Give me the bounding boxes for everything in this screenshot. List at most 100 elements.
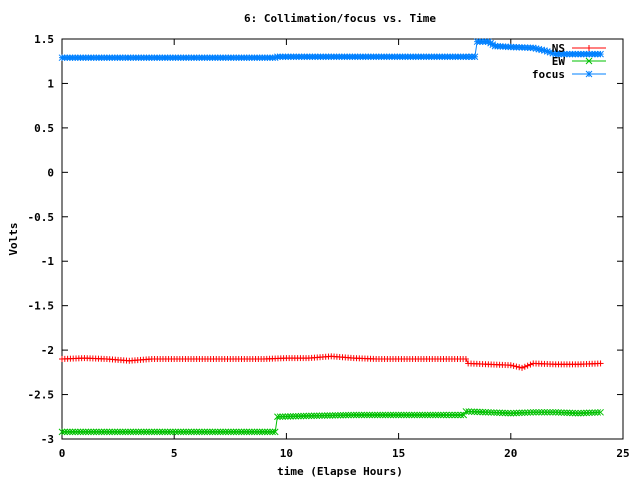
data-point: [566, 409, 574, 417]
y-tick-label: -0.5: [28, 211, 55, 224]
y-tick-label: -1.5: [28, 300, 55, 313]
data-point: [158, 428, 166, 436]
data-point: [532, 408, 540, 416]
plot-frame: [61, 38, 624, 440]
data-point: [214, 428, 222, 436]
data-point: [185, 428, 193, 436]
data-point: [87, 428, 95, 436]
data-point: [560, 409, 568, 417]
data-point: [198, 428, 206, 436]
data-point: [145, 428, 153, 436]
data-point: [482, 408, 489, 416]
data-point: [524, 362, 531, 369]
data-point: [376, 411, 384, 419]
data-point: [103, 428, 111, 436]
data-point: [451, 411, 459, 419]
data-point: [594, 409, 602, 416]
data-point: [371, 411, 379, 419]
data-point: [329, 412, 336, 419]
data-point: [513, 409, 520, 417]
data-point: [588, 409, 596, 417]
data-point: [156, 428, 164, 436]
data-point: [331, 412, 339, 419]
data-point: [305, 412, 313, 420]
data-point: [148, 428, 156, 436]
data-point: [395, 411, 402, 419]
data-point: [114, 428, 121, 436]
data-point: [541, 408, 548, 416]
data-point: [353, 411, 360, 419]
data-point: [339, 411, 347, 419]
data-point: [392, 411, 400, 419]
data-point: [256, 428, 263, 436]
data-point: [243, 428, 251, 436]
data-point: [211, 428, 219, 436]
data-point: [124, 428, 132, 436]
data-point: [302, 412, 310, 420]
data-point: [137, 428, 145, 436]
data-point: [323, 412, 331, 419]
x-axis-label: time (Elapse Hours): [277, 465, 403, 478]
y-axis-label: Volts: [7, 222, 20, 255]
series-layer: [58, 38, 604, 436]
data-point: [485, 408, 492, 416]
data-point: [92, 428, 100, 436]
data-point: [318, 412, 326, 419]
chart-title: 6: Collimation/focus vs. Time: [244, 12, 436, 25]
data-point: [462, 356, 469, 362]
data-point: [434, 411, 442, 419]
data-point: [387, 411, 395, 419]
data-point: [569, 409, 576, 417]
data-point: [106, 428, 113, 436]
data-point: [515, 409, 523, 417]
data-point: [416, 411, 424, 419]
series-focus: [58, 38, 604, 62]
data-point: [405, 411, 413, 419]
data-point: [443, 411, 450, 419]
data-point: [269, 428, 276, 436]
legend-item: NS: [552, 42, 606, 55]
data-point: [476, 408, 484, 416]
data-point: [457, 411, 465, 419]
data-point: [193, 428, 200, 436]
data-point: [518, 409, 526, 417]
data-point: [374, 411, 381, 419]
data-point: [274, 413, 281, 421]
y-tick-label: -2.5: [28, 389, 55, 402]
data-point: [585, 57, 593, 65]
data-point: [597, 50, 604, 58]
data-point: [421, 411, 429, 419]
data-point: [230, 428, 237, 436]
data-point: [166, 428, 174, 436]
data-point: [116, 428, 124, 436]
data-point: [591, 409, 599, 416]
data-point: [203, 428, 211, 436]
data-point: [366, 411, 373, 419]
data-point: [363, 411, 371, 419]
x-tick-label: 15: [392, 447, 405, 460]
x-tick-label: 0: [59, 447, 66, 460]
data-point: [172, 428, 179, 436]
data-point: [360, 411, 368, 419]
data-point: [400, 411, 408, 419]
axis-ticks: 0 5 10 15 20 25 1.5 1 0.5 0 -0.5 -1 -1.5 -2 -2.5 -3: [28, 33, 630, 460]
data-point: [552, 408, 560, 416]
data-point: [350, 411, 358, 419]
data-point: [493, 409, 501, 417]
data-point: [224, 428, 232, 436]
series-ns: [59, 353, 604, 371]
data-point: [424, 411, 431, 419]
data-point: [510, 409, 517, 417]
data-point: [411, 411, 418, 419]
y-tick-label: 0.5: [34, 122, 54, 135]
data-point: [195, 428, 203, 436]
data-point: [504, 409, 512, 417]
data-point: [140, 428, 148, 436]
data-point: [287, 413, 294, 420]
data-point: [180, 428, 187, 436]
data-point: [217, 428, 224, 436]
data-point: [529, 408, 537, 416]
data-point: [440, 411, 447, 419]
data-point: [555, 409, 562, 416]
